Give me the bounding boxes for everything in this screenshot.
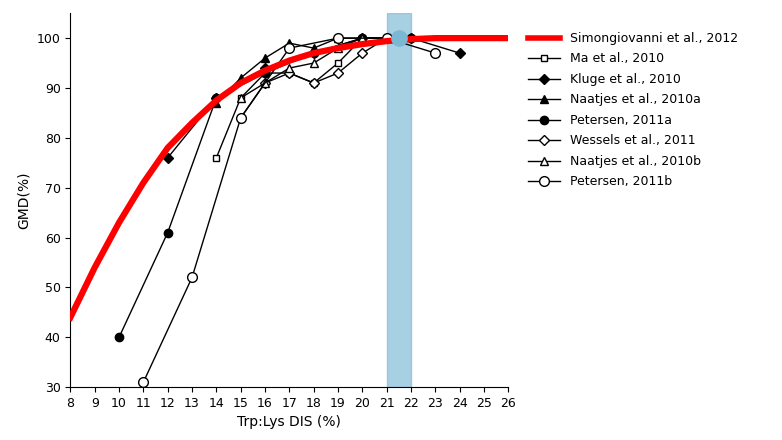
Bar [386,13,411,387]
Y-axis label: GMD(%): GMD(%) [17,172,31,229]
Legend: Simongiovanni et al., 2012, Ma et al., 2010, Kluge et al., 2010, Naatjes et al.,: Simongiovanni et al., 2012, Ma et al., 2… [523,27,743,194]
X-axis label: Trp:Lys DIS (%): Trp:Lys DIS (%) [238,415,341,429]
